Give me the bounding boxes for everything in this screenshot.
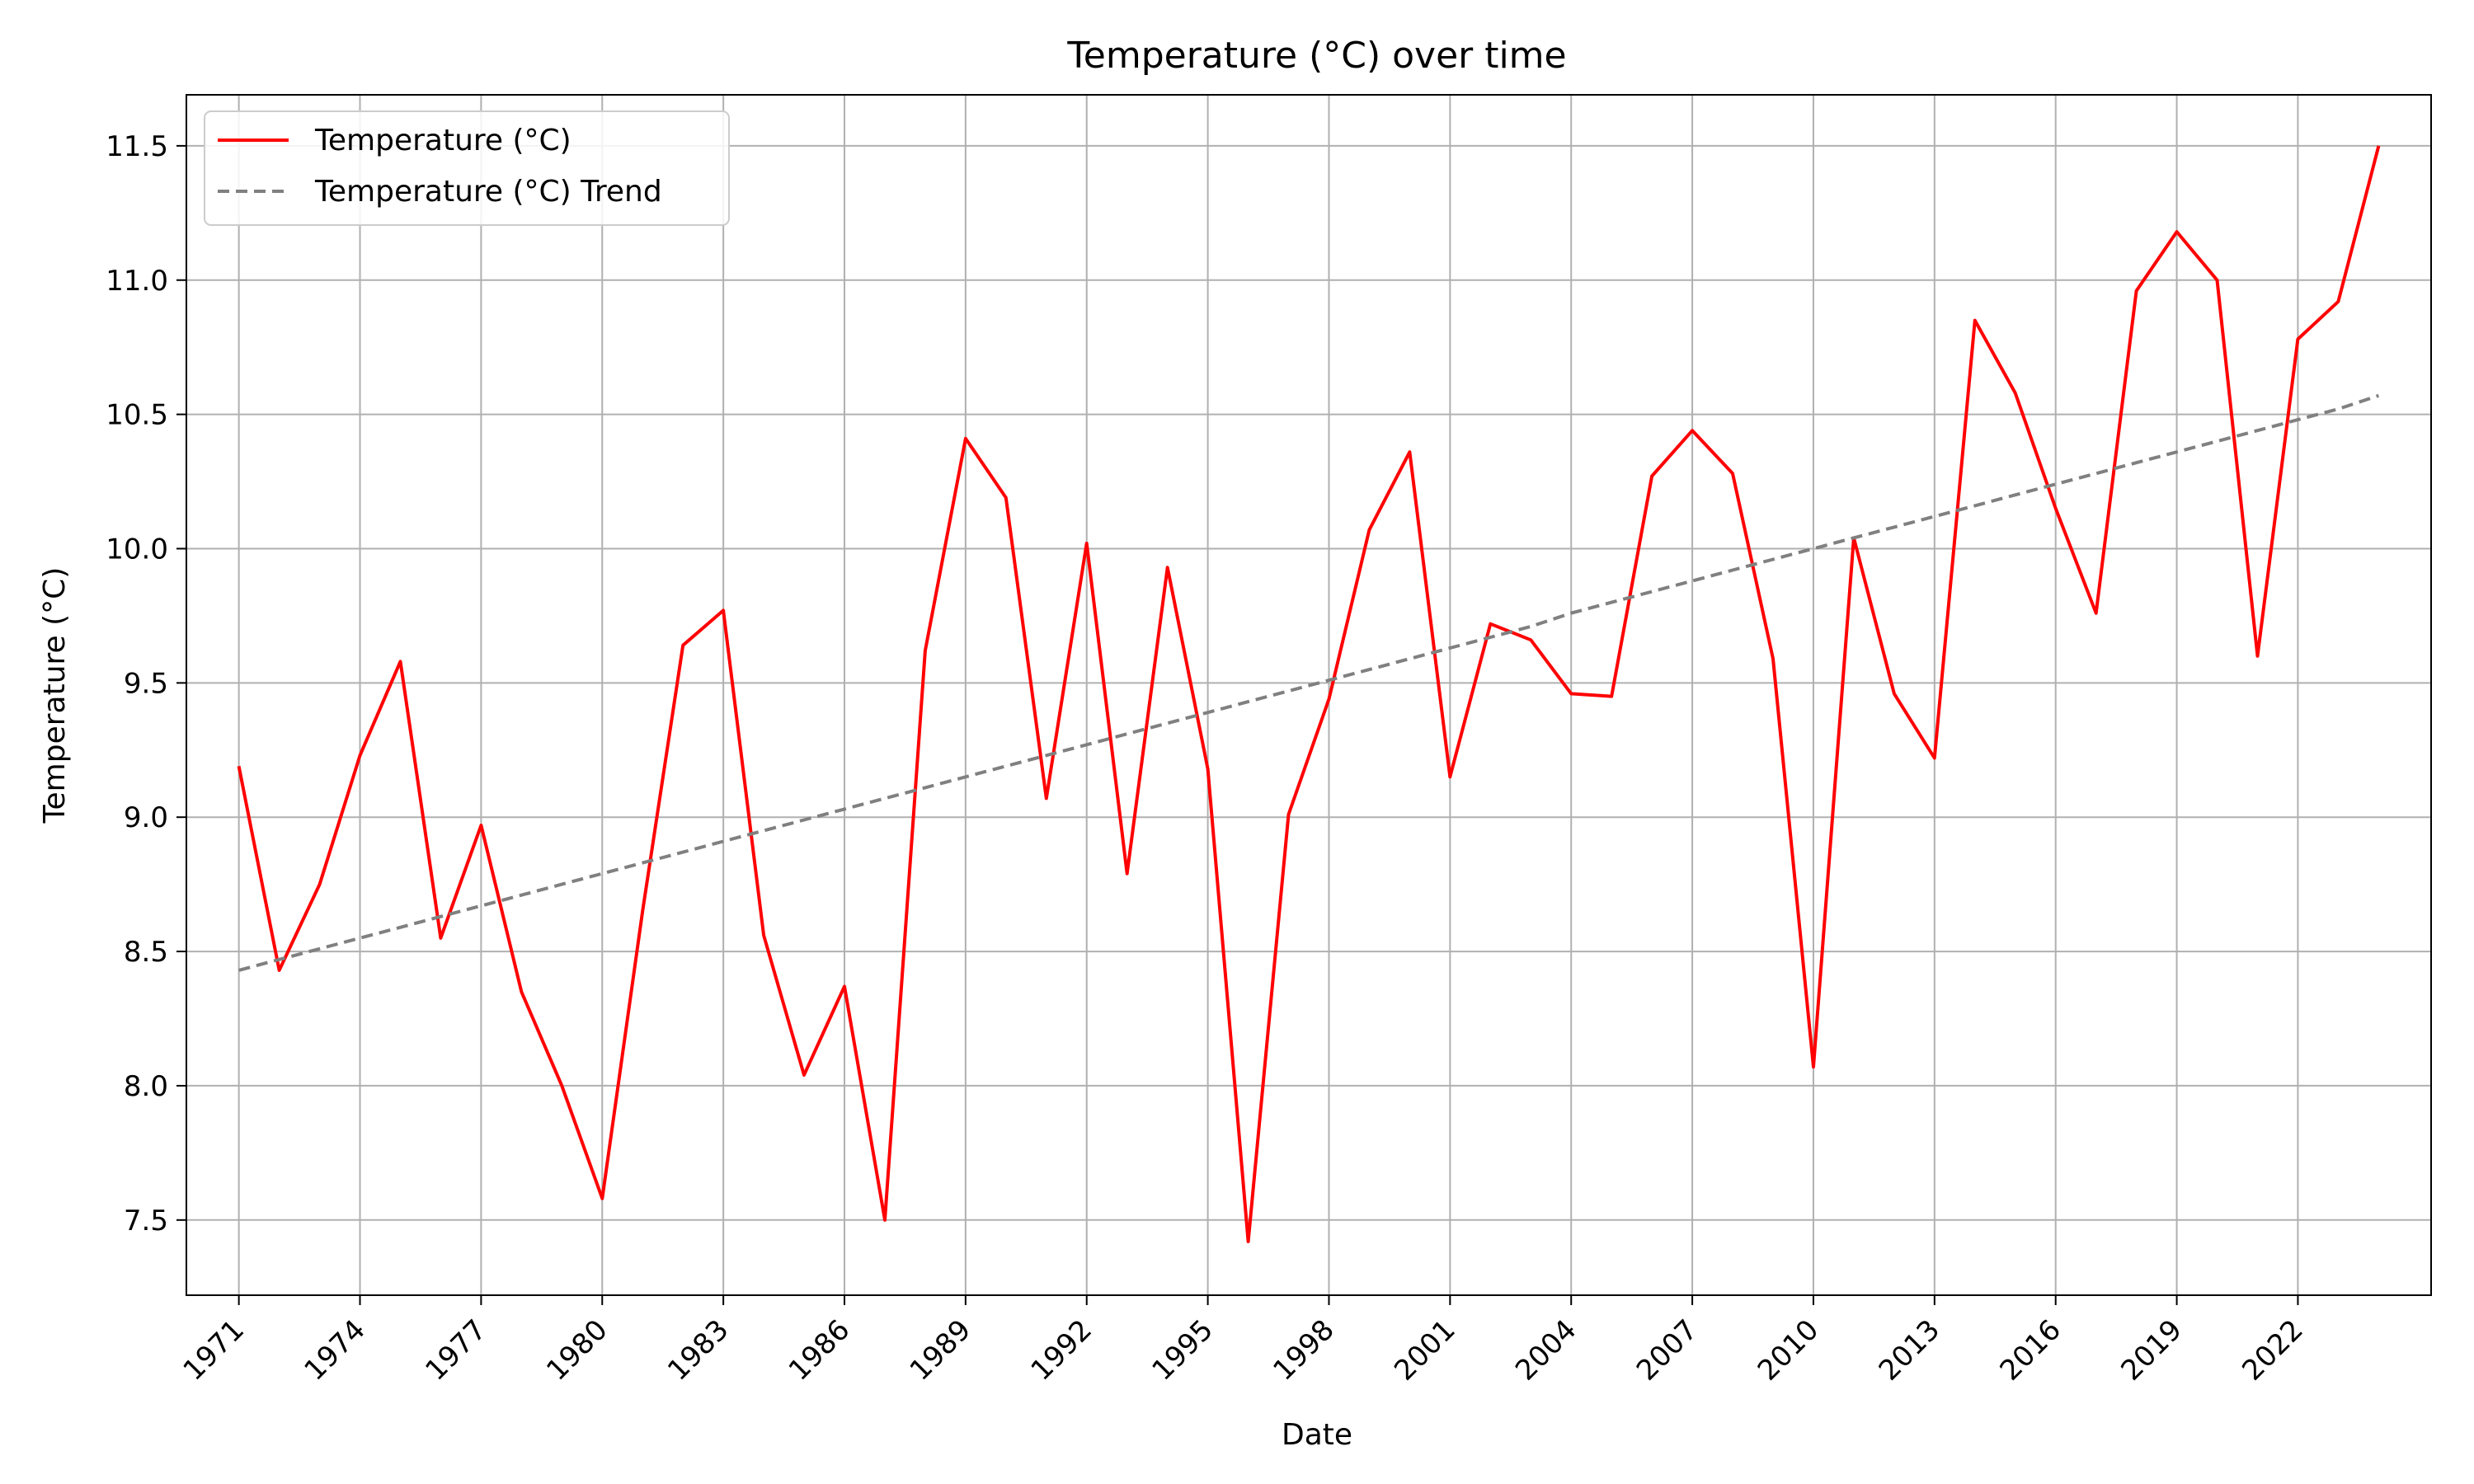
y-axis-ticks: 7.5 8.0 8.5 9.0 9.5 10.0 10.5 11.0 11.5	[106, 130, 186, 1237]
y-tick-label: 10.0	[106, 533, 168, 566]
legend-label-temperature: Temperature (°C)	[314, 124, 571, 157]
x-tick-label: 1989	[904, 1313, 977, 1387]
y-tick-label: 11.5	[106, 130, 168, 163]
legend-label-trend: Temperature (°C) Trend	[314, 175, 662, 209]
x-tick-label: 1971	[177, 1313, 251, 1387]
y-tick-label: 9.0	[124, 801, 168, 834]
plot-frame	[186, 94, 2432, 1296]
x-tick-label: 2019	[2114, 1313, 2188, 1387]
x-tick-label: 2016	[1994, 1313, 2067, 1387]
x-tick-label: 1983	[661, 1313, 735, 1387]
y-tick-label: 7.5	[124, 1205, 168, 1237]
x-tick-label: 1986	[783, 1313, 856, 1387]
y-tick-label: 9.5	[124, 667, 168, 700]
y-axis-label: Temperature (°C)	[38, 567, 72, 824]
y-tick-label: 10.5	[106, 399, 168, 432]
x-tick-label: 2004	[1509, 1313, 1583, 1387]
x-tick-label: 2001	[1388, 1313, 1461, 1387]
chart-title: Temperature (°C) over time	[1066, 35, 1566, 77]
x-tick-label: 1998	[1267, 1313, 1340, 1387]
x-tick-label: 2007	[1630, 1313, 1704, 1387]
temperature-trend-line	[238, 393, 2380, 972]
temperature-series-line	[237, 145, 2381, 1243]
x-axis-label: Date	[1282, 1418, 1352, 1452]
x-tick-label: 1977	[419, 1313, 492, 1387]
grid-lines	[186, 95, 2431, 1295]
y-tick-label: 8.5	[124, 936, 168, 969]
legend-box	[204, 110, 730, 226]
series-lines	[237, 145, 2381, 1243]
x-tick-label: 2010	[1752, 1313, 1825, 1387]
y-tick-label: 11.0	[106, 265, 168, 298]
y-tick-label: 8.0	[124, 1070, 168, 1103]
x-tick-label: 2013	[1873, 1313, 1946, 1387]
legend: Temperature (°C) Temperature (°C) Trend	[204, 110, 730, 226]
x-tick-label: 1992	[1025, 1313, 1098, 1387]
x-tick-label: 1974	[298, 1313, 371, 1387]
x-tick-label: 2022	[2236, 1313, 2309, 1387]
x-tick-label: 1995	[1146, 1313, 1220, 1387]
x-axis-ticks: 1971 1974 1977 1980 1983 1986 1989 1992 1995 1998…	[177, 1295, 2310, 1388]
x-tick-label: 1980	[540, 1313, 614, 1387]
